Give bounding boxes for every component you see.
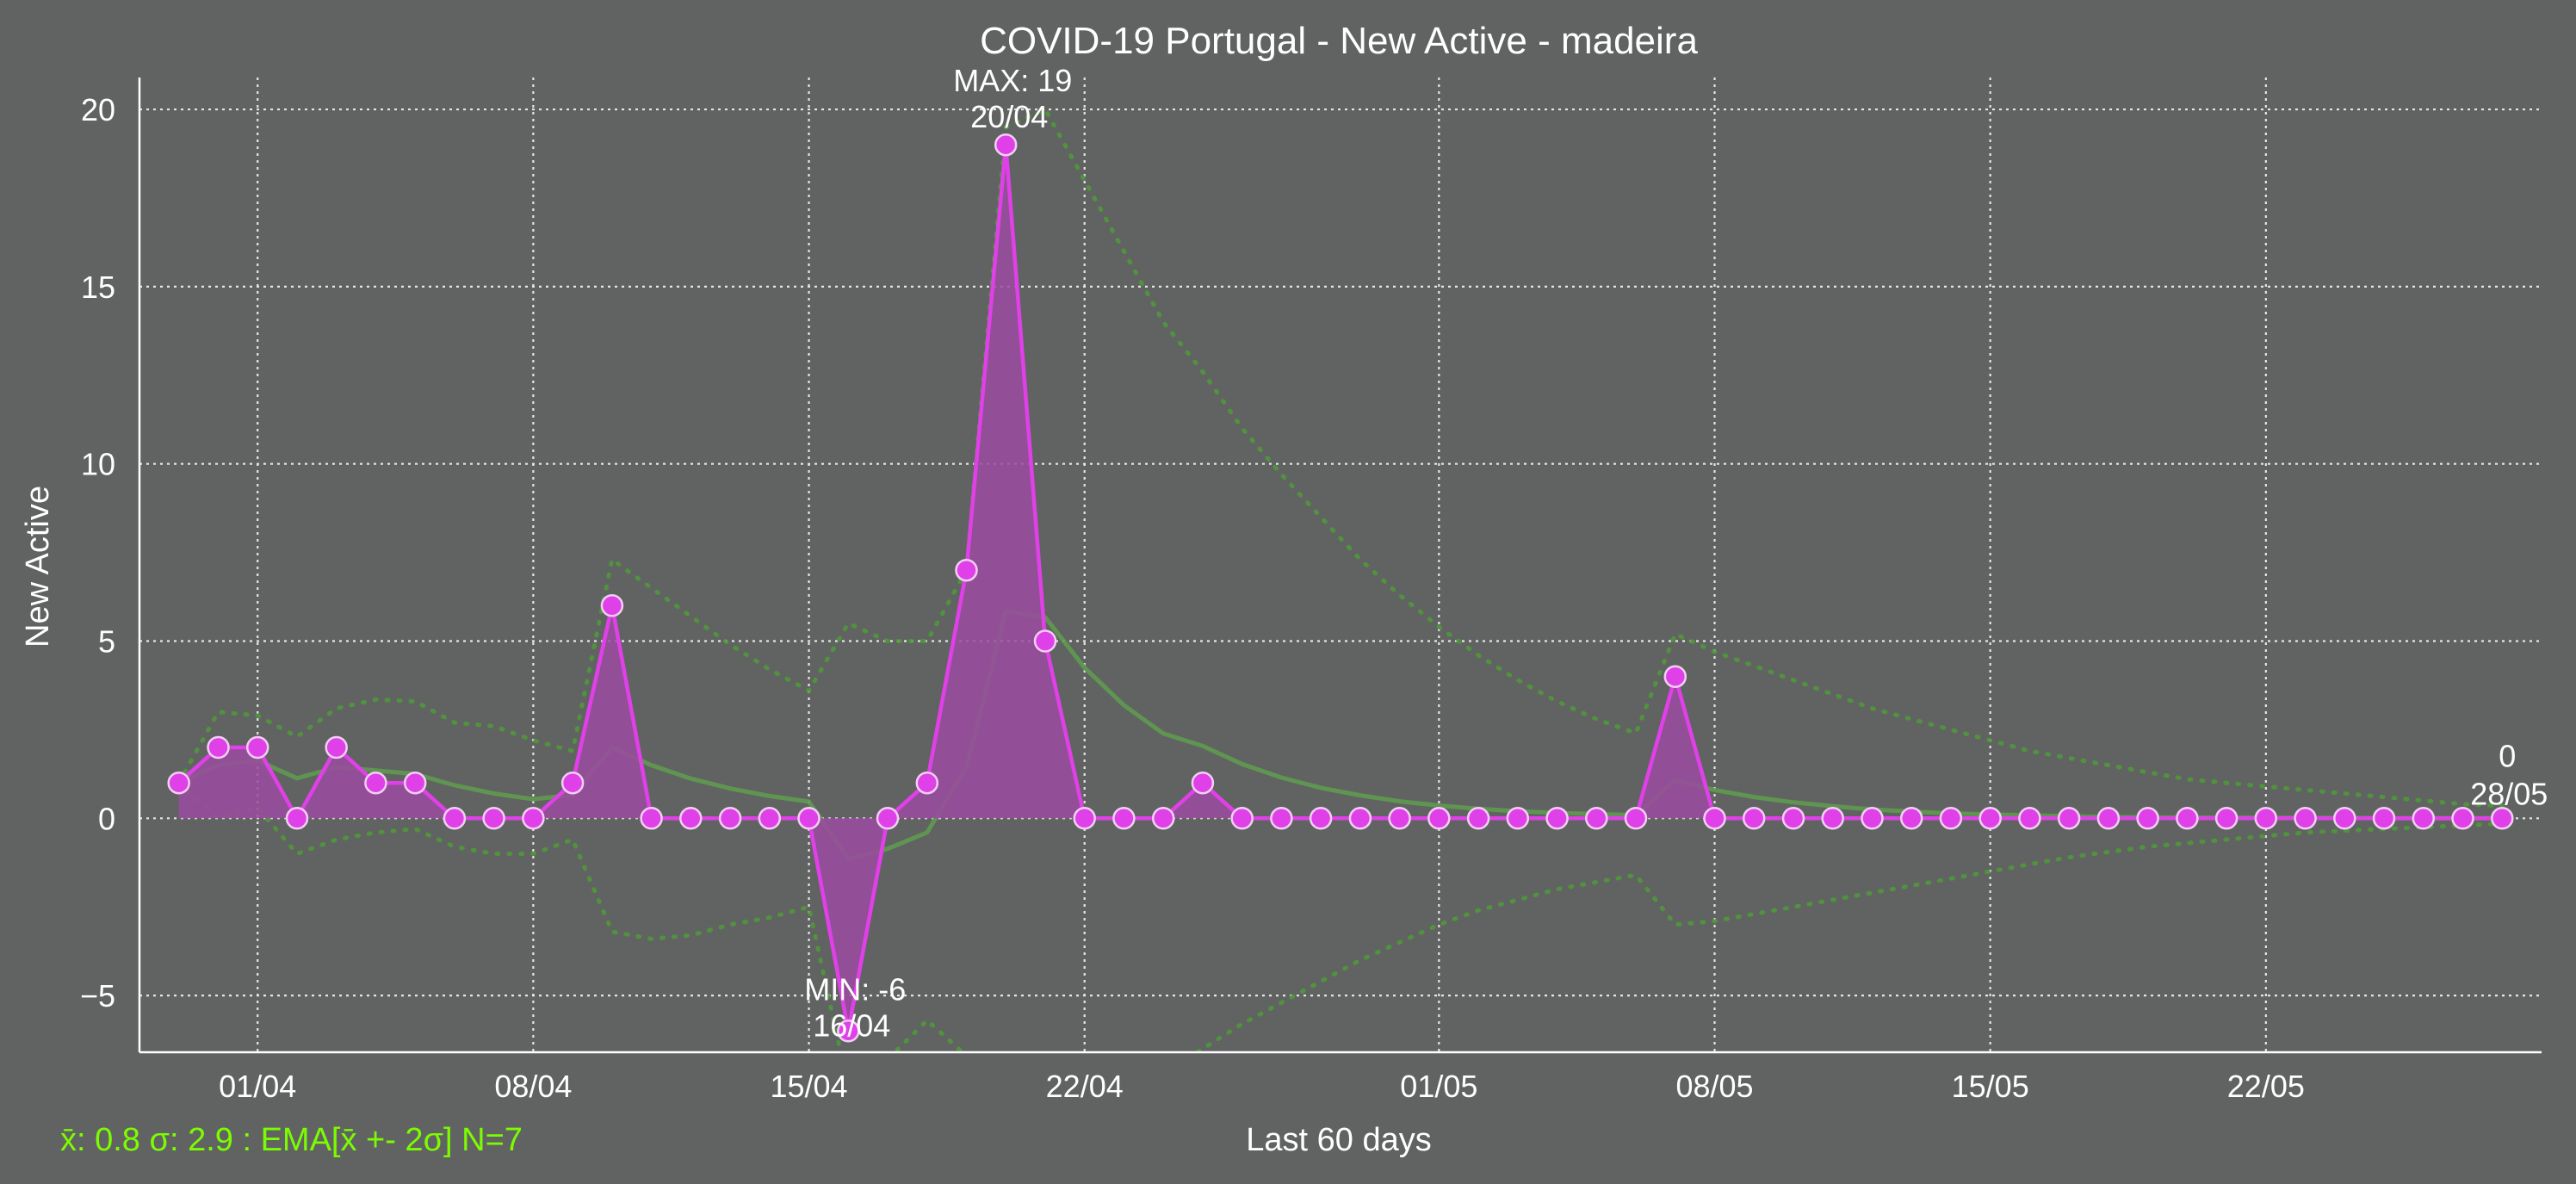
- data-point: [325, 735, 348, 759]
- data-point: [1348, 807, 1372, 830]
- data-point: [1624, 807, 1648, 830]
- ema-lower-band: [176, 780, 2505, 1052]
- y-tick-label: 10: [81, 447, 115, 482]
- data-point: [837, 1020, 860, 1043]
- x-tick-label: 08/04: [494, 1069, 572, 1104]
- data-point: [2176, 807, 2199, 830]
- series-line-layer: [177, 142, 2503, 1033]
- data-point: [758, 807, 782, 830]
- data-point: [640, 807, 663, 830]
- data-point: [522, 807, 545, 830]
- data-point: [1466, 807, 1490, 830]
- data-point: [994, 133, 1018, 157]
- data-point: [876, 807, 900, 830]
- ema-upper-band: [176, 106, 2505, 809]
- min-annotation-label: MIN: -6: [804, 971, 906, 1007]
- data-point: [2412, 807, 2436, 830]
- data-point: [167, 771, 190, 795]
- data-point: [1270, 807, 1293, 830]
- annotations: MAX: 19 20/04 MIN: -6 16/04 0 28/05: [804, 63, 2548, 1043]
- data-point: [482, 807, 505, 830]
- y-tick-label: 5: [98, 624, 115, 660]
- series-line: [177, 142, 2503, 1033]
- data-point: [1861, 807, 1884, 830]
- grid: [139, 77, 2542, 1052]
- data-point: [718, 807, 742, 830]
- data-point: [1781, 807, 1805, 830]
- data-point: [2057, 807, 2081, 830]
- data-points: [167, 133, 2514, 1043]
- x-tick-label: 22/05: [2227, 1069, 2305, 1104]
- data-point: [1191, 771, 1215, 795]
- y-tick-label: 15: [81, 270, 115, 305]
- data-point: [1073, 807, 1096, 830]
- data-point: [207, 735, 230, 759]
- data-point: [245, 735, 269, 759]
- ema-band: [176, 106, 2505, 1052]
- stats-text: x̄: 0.8 σ: 2.9 : EMA[x̄ +- 2σ] N=7: [60, 1122, 523, 1158]
- data-point: [2018, 807, 2041, 830]
- data-point: [285, 807, 309, 830]
- x-tick-labels: 01/04 08/04 15/04 22/04 01/05 08/05 15/05 22/05: [219, 1069, 2305, 1104]
- y-tick-label: 20: [81, 92, 115, 127]
- chart-title: COVID-19 Portugal - New Active - madeira: [980, 20, 1698, 62]
- data-point: [1663, 665, 1687, 688]
- data-point: [1742, 807, 1766, 830]
- data-point: [2333, 807, 2356, 830]
- data-point: [1978, 807, 2002, 830]
- data-point: [600, 594, 624, 617]
- data-point: [1309, 807, 1333, 830]
- data-point: [1033, 629, 1057, 653]
- data-point: [1585, 807, 1608, 830]
- data-point: [1151, 807, 1175, 830]
- last-annotation-date: 28/05: [2470, 776, 2548, 811]
- data-point: [1388, 807, 1411, 830]
- data-point: [915, 771, 939, 795]
- series-fill-layer: [178, 145, 2503, 1032]
- data-point: [955, 558, 978, 582]
- x-tick-label: 01/04: [219, 1069, 296, 1104]
- x-tick-label: 15/05: [1952, 1069, 2029, 1104]
- data-point: [1899, 807, 1923, 830]
- data-point: [2136, 807, 2159, 830]
- data-point: [2254, 807, 2278, 830]
- x-tick-label: 01/05: [1400, 1069, 1477, 1104]
- data-point: [364, 771, 387, 795]
- series-area-fill: [178, 145, 2503, 1032]
- y-tick-label: −5: [80, 978, 115, 1014]
- data-point: [1506, 807, 1530, 830]
- data-point: [1545, 807, 1569, 830]
- y-axis-label: New Active: [20, 486, 56, 648]
- min-annotation-date: 16/04: [813, 1007, 890, 1043]
- data-point: [2491, 807, 2514, 830]
- data-point: [679, 807, 703, 830]
- x-axis-label: Last 60 days: [1246, 1122, 1431, 1158]
- x-tick-label: 15/04: [770, 1069, 847, 1104]
- last-annotation-value: 0: [2499, 738, 2516, 773]
- max-annotation-date: 20/04: [970, 99, 1048, 134]
- data-point: [403, 771, 427, 795]
- data-point: [560, 771, 585, 795]
- y-tick-label: 0: [98, 801, 115, 836]
- x-tick-label: 08/05: [1675, 1069, 1753, 1104]
- data-point: [443, 807, 467, 830]
- data-point: [2294, 807, 2317, 830]
- data-point: [2372, 807, 2396, 830]
- data-point: [2451, 807, 2474, 830]
- axes: [138, 77, 2542, 1054]
- data-point: [1427, 807, 1451, 830]
- data-point: [1112, 807, 1136, 830]
- data-point: [1821, 807, 1844, 830]
- x-tick-label: 22/04: [1046, 1069, 1124, 1104]
- data-point: [1703, 807, 1726, 830]
- y-tick-labels: −5 0 5 10 15 20: [80, 92, 115, 1014]
- data-point: [1939, 807, 1963, 830]
- max-annotation-label: MAX: 19: [953, 63, 1072, 98]
- data-point: [2214, 807, 2239, 830]
- data-point: [2096, 807, 2121, 830]
- data-point: [797, 807, 820, 830]
- data-point: [1230, 807, 1254, 830]
